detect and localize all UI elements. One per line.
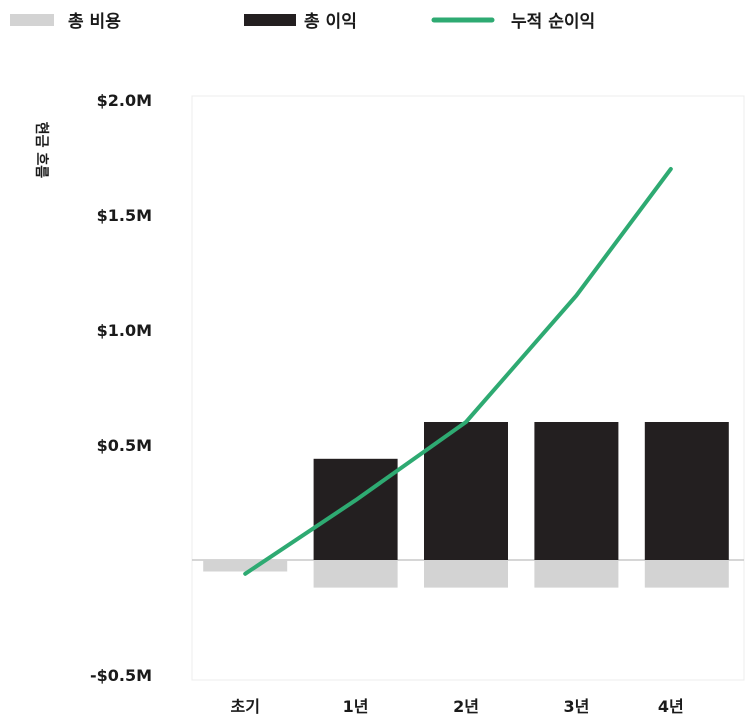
- legend: 총 비용 총 이익 누적 순이익: [10, 12, 595, 32]
- x-tick-label-0: 초기: [230, 697, 259, 716]
- y-tick-label-2: $1.0M: [97, 321, 152, 340]
- y-axis-label: 현금 흐름: [33, 122, 49, 179]
- cost-bars: [203, 560, 729, 588]
- y-tick-label-0: -$0.5M: [90, 666, 152, 685]
- cost-bar-3: [534, 560, 619, 588]
- y-tick-label-4: $2.0M: [97, 91, 152, 110]
- legend-swatch-1: [244, 14, 296, 26]
- x-tick-label-4: 4년: [658, 697, 684, 716]
- x-tick-label-2: 2년: [453, 697, 479, 716]
- cost-bar-1: [313, 560, 398, 588]
- profit-bar-3: [534, 422, 619, 560]
- x-axis-ticks: 초기 1년 2년 3년 4년: [230, 697, 683, 716]
- y-tick-label-3: $1.5M: [97, 206, 152, 225]
- cumulative-line-layer: [243, 167, 673, 576]
- cost-bar-2: [424, 560, 508, 588]
- legend-label-1: 총 이익: [304, 12, 357, 32]
- x-tick-label-1: 1년: [343, 697, 369, 716]
- y-axis-ticks: -$0.5M $0.5M $1.0M $1.5M $2.0M: [90, 91, 152, 685]
- legend-label-2: 누적 순이익: [511, 12, 595, 32]
- x-tick-label-3: 3년: [563, 697, 589, 716]
- cost-bar-0: [203, 560, 288, 572]
- legend-label-0: 총 비용: [68, 12, 121, 32]
- profit-bar-1: [313, 458, 398, 560]
- profit-bar-4: [644, 422, 729, 560]
- legend-swatch-0: [10, 14, 54, 26]
- cost-bar-4: [644, 560, 729, 588]
- profit-bar-2: [424, 422, 508, 560]
- y-tick-label-1: $0.5M: [97, 436, 152, 455]
- profit-bars: [313, 422, 729, 560]
